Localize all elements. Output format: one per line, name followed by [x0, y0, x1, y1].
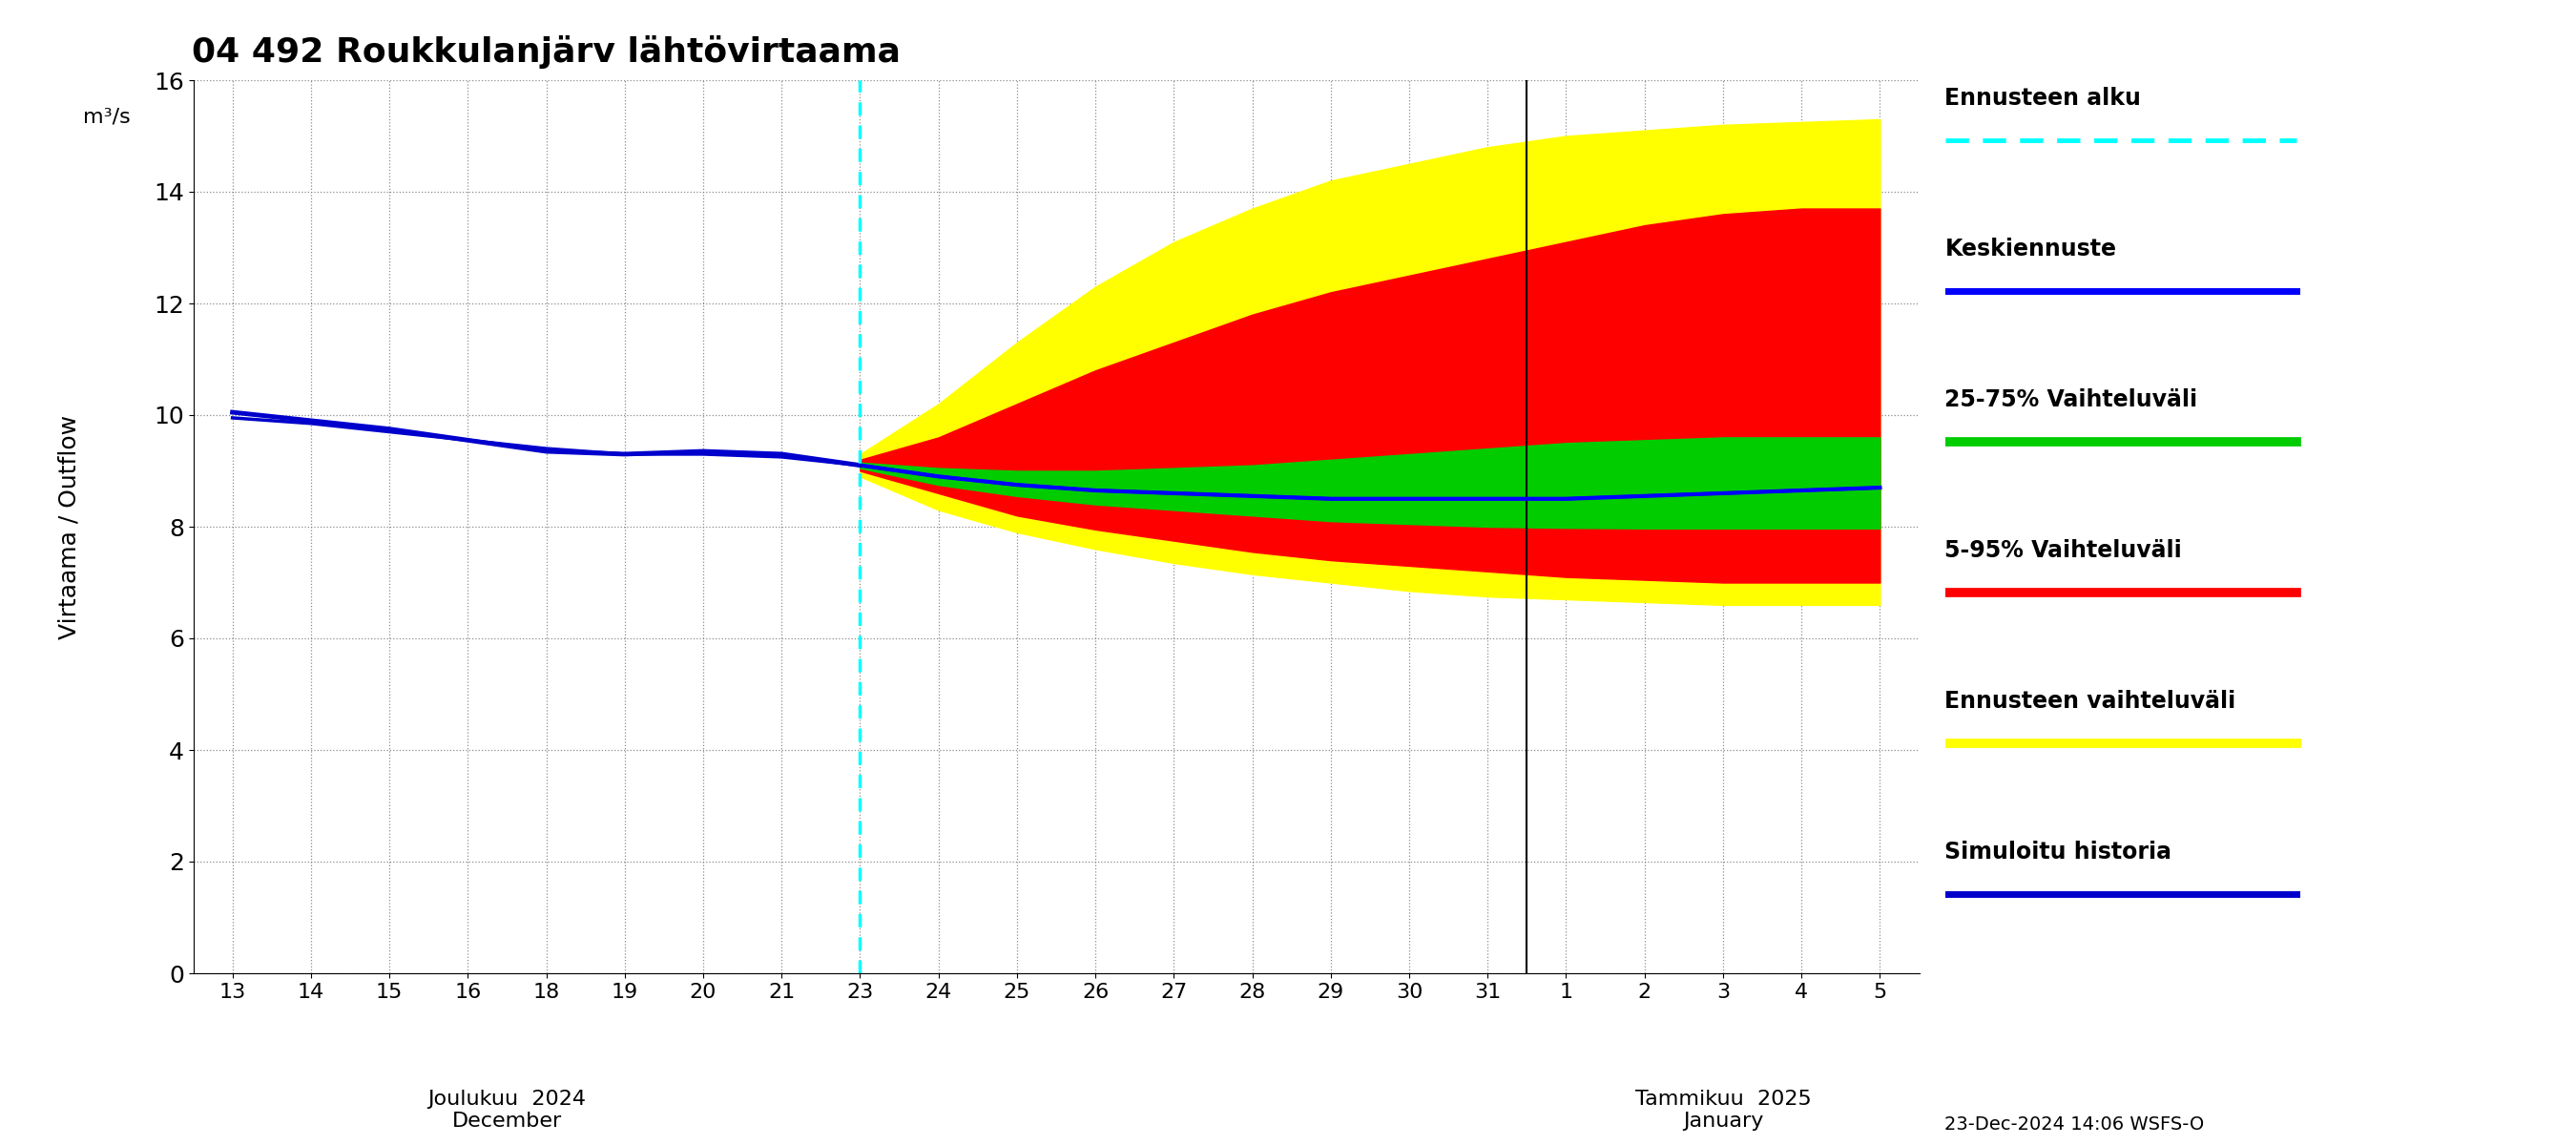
Text: 23-Dec-2024 14:06 WSFS-O: 23-Dec-2024 14:06 WSFS-O: [1945, 1115, 2205, 1134]
Y-axis label: Virtaama / Outflow: Virtaama / Outflow: [57, 414, 80, 639]
Text: 25-75% Vaihteluväli: 25-75% Vaihteluväli: [1945, 388, 2197, 411]
Text: Simuloitu historia: Simuloitu historia: [1945, 840, 2172, 863]
Text: Keskiennuste: Keskiennuste: [1945, 237, 2117, 260]
Text: Ennusteen vaihteluväli: Ennusteen vaihteluväli: [1945, 689, 2236, 712]
Text: 5-95% Vaihteluväli: 5-95% Vaihteluväli: [1945, 539, 2182, 562]
Text: 04 492 Roukkulanjärv lähtövirtaama: 04 492 Roukkulanjärv lähtövirtaama: [191, 34, 902, 69]
Text: Joulukuu  2024
December: Joulukuu 2024 December: [428, 1089, 587, 1130]
Text: Tammikuu  2025
January: Tammikuu 2025 January: [1636, 1089, 1811, 1130]
Text: Ennusteen alku: Ennusteen alku: [1945, 86, 2141, 109]
Text: m³/s: m³/s: [82, 106, 131, 126]
